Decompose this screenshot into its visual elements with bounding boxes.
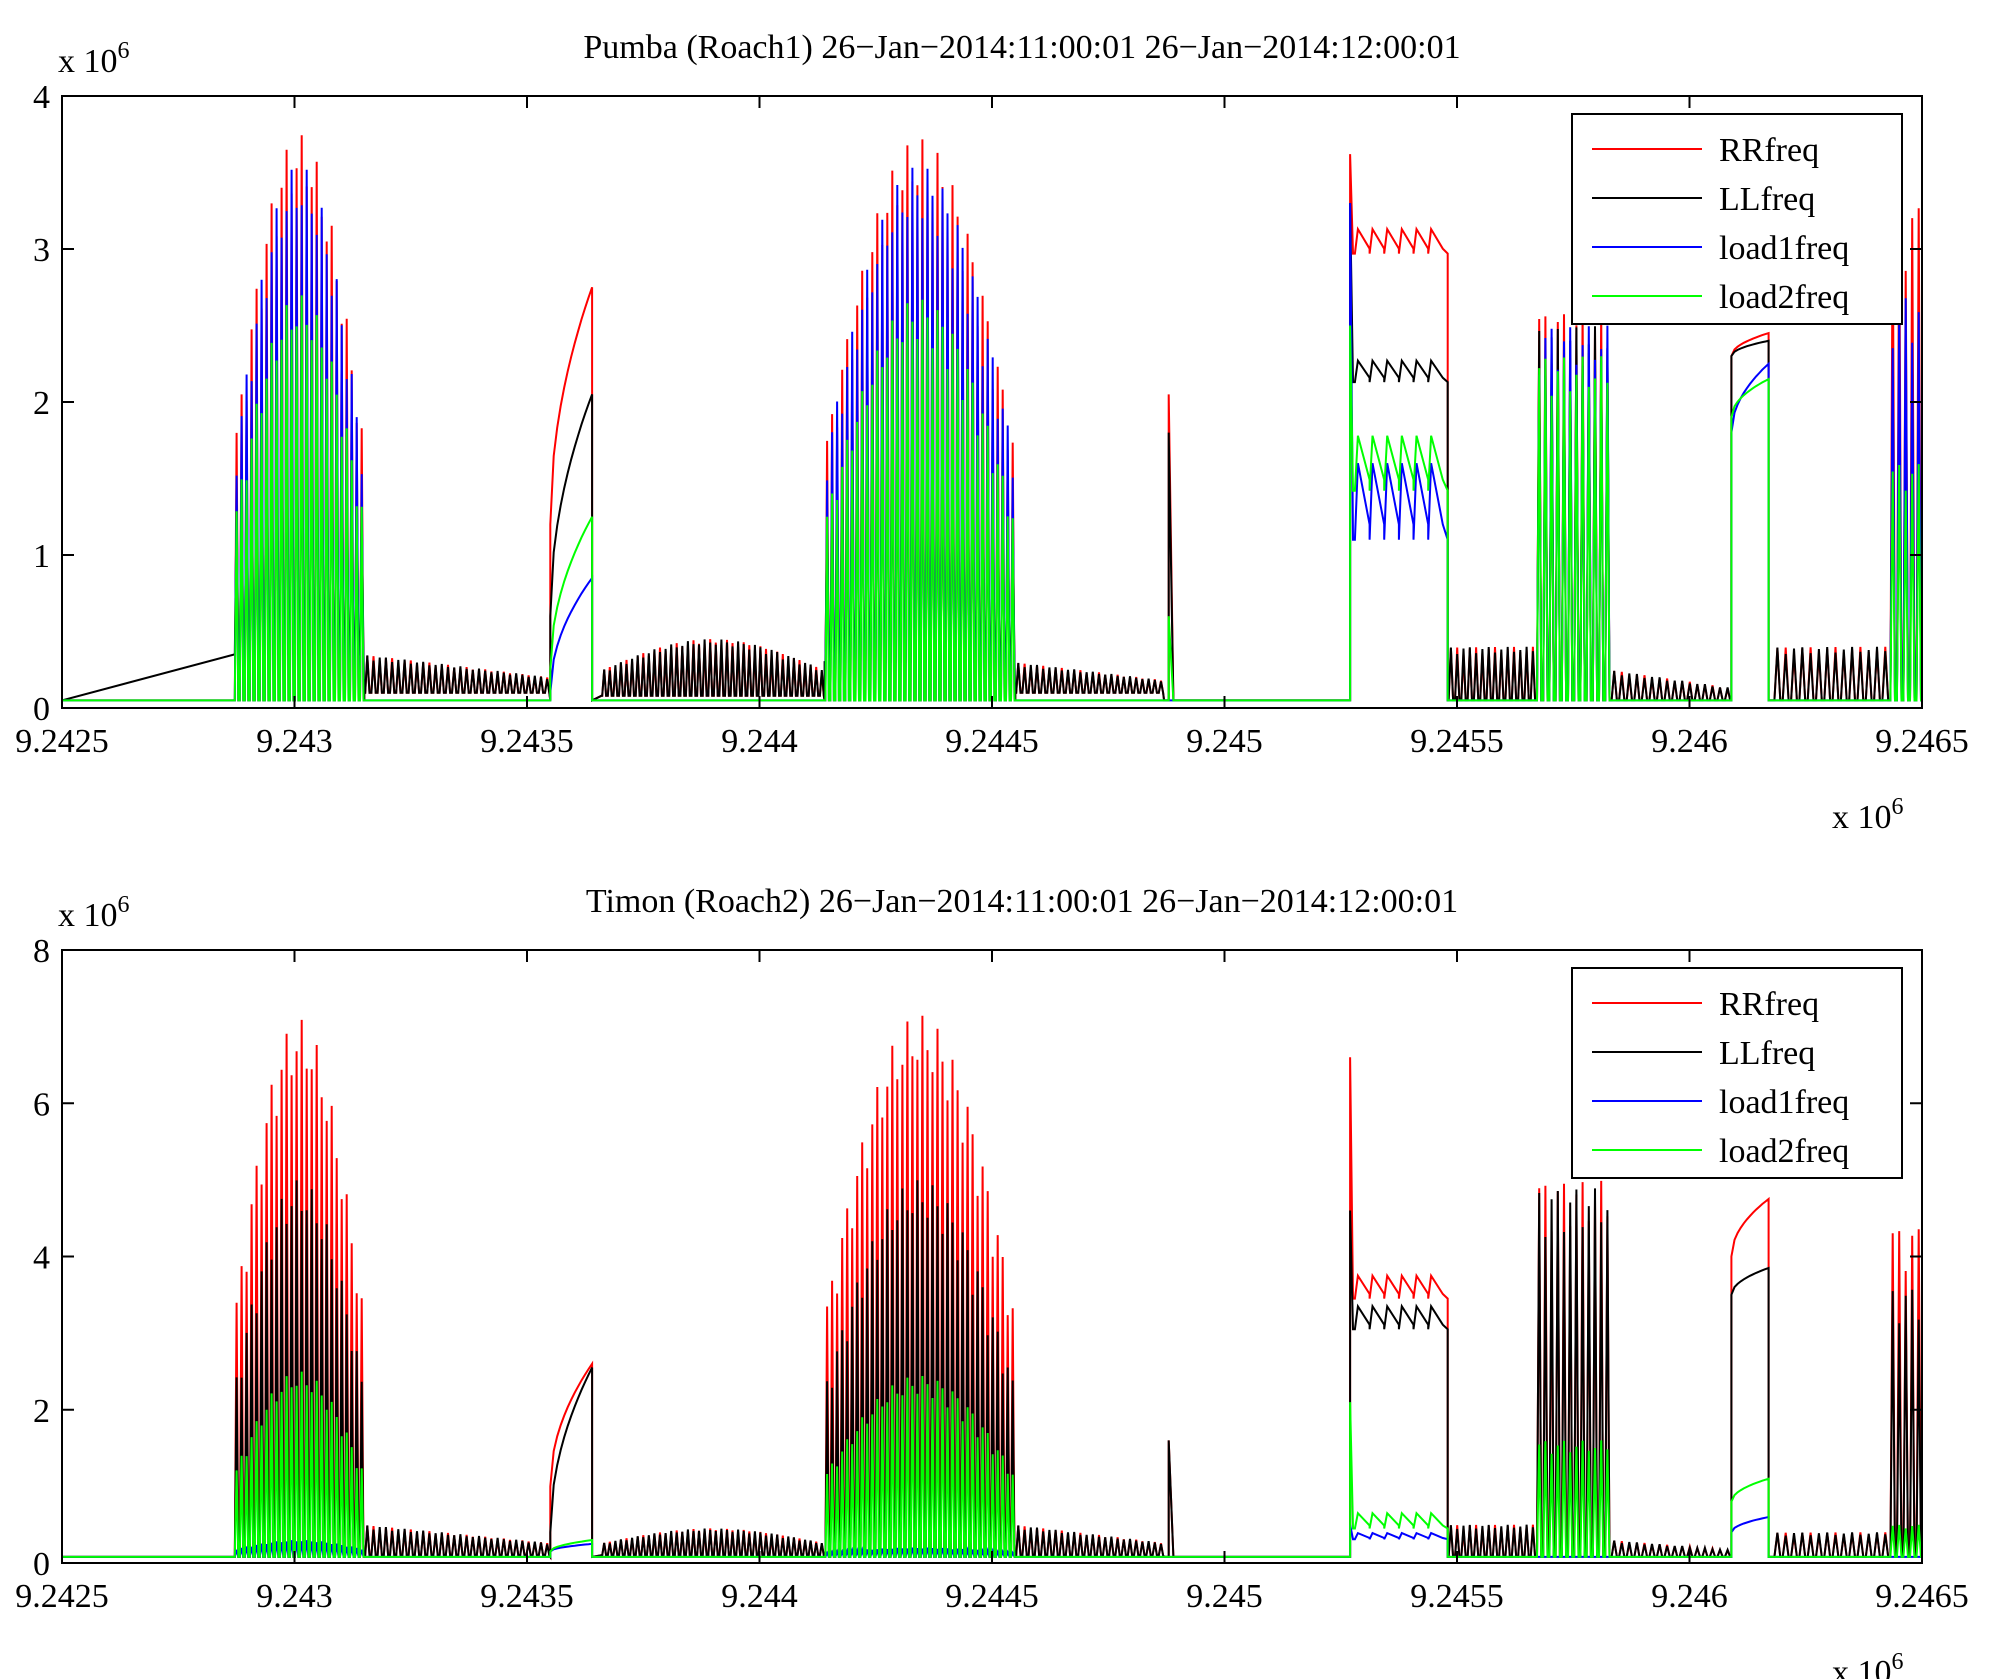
x-tick-label: 9.2435 xyxy=(480,1578,574,1615)
y-tick-label: 4 xyxy=(33,1240,50,1277)
y-tick-label: 4 xyxy=(33,79,50,116)
chart-title: Pumba (Roach1) 26−Jan−2014:11:00:01 26−J… xyxy=(583,29,1460,66)
legend-label: RRfreq xyxy=(1719,986,1819,1023)
x-tick-label: 9.245 xyxy=(1186,723,1263,760)
x-axis-multiplier: x 106 xyxy=(1832,1649,1904,1679)
x-tick-label: 9.2425 xyxy=(15,723,109,760)
legend-label: LLfreq xyxy=(1719,1035,1815,1072)
series-line-load2freq xyxy=(62,1371,1922,1558)
legend-label: load1freq xyxy=(1719,230,1849,267)
x-tick-label: 9.2425 xyxy=(15,1578,109,1615)
x-tick-label: 9.243 xyxy=(256,723,333,760)
x-tick-label: 9.2465 xyxy=(1875,723,1969,760)
chart-title: Timon (Roach2) 26−Jan−2014:11:00:01 26−J… xyxy=(586,883,1458,920)
x-tick-label: 9.246 xyxy=(1651,1578,1728,1615)
chart-panel-1: Pumba (Roach1) 26−Jan−2014:11:00:01 26−J… xyxy=(15,29,1969,760)
y-tick-label: 3 xyxy=(33,232,50,269)
y-axis-multiplier: x 106 xyxy=(58,38,130,80)
plot-area xyxy=(62,1015,1922,1561)
y-axis-multiplier: x 106 xyxy=(58,892,130,934)
y-tick-label: 1 xyxy=(33,538,50,575)
x-tick-label: 9.2465 xyxy=(1875,1578,1969,1615)
x-tick-label: 9.2455 xyxy=(1410,723,1504,760)
legend-label: load2freq xyxy=(1719,279,1849,316)
plot-area xyxy=(62,135,1922,703)
y-tick-label: 2 xyxy=(33,385,50,422)
y-tick-label: 0 xyxy=(33,691,50,728)
x-tick-label: 9.2455 xyxy=(1410,1578,1504,1615)
x-tick-label: 9.244 xyxy=(721,1578,798,1615)
legend-label: load2freq xyxy=(1719,1133,1849,1170)
y-tick-label: 8 xyxy=(33,933,50,970)
x-tick-label: 9.244 xyxy=(721,723,798,760)
x-axis-multiplier: x 106 xyxy=(1832,794,1904,836)
x-tick-label: 9.243 xyxy=(256,1578,333,1615)
legend: RRfreq LLfreq load1freq load2freq xyxy=(1571,967,1903,1179)
y-tick-label: 2 xyxy=(33,1393,50,1430)
y-tick-label: 6 xyxy=(33,1086,50,1123)
x-tick-label: 9.246 xyxy=(1651,723,1728,760)
x-tick-label: 9.2445 xyxy=(945,1578,1039,1615)
x-tick-label: 9.245 xyxy=(1186,1578,1263,1615)
y-tick-label: 0 xyxy=(33,1546,50,1583)
x-tick-label: 9.2445 xyxy=(945,723,1039,760)
legend: RRfreq LLfreq load1freq load2freq xyxy=(1571,113,1903,325)
chart-panel-2: Timon (Roach2) 26−Jan−2014:11:00:01 26−J… xyxy=(15,883,1969,1615)
legend-label: load1freq xyxy=(1719,1084,1849,1121)
x-tick-label: 9.2435 xyxy=(480,723,574,760)
legend-label: LLfreq xyxy=(1719,181,1815,218)
legend-label: RRfreq xyxy=(1719,132,1819,169)
series-line-load2freq xyxy=(62,295,1922,702)
